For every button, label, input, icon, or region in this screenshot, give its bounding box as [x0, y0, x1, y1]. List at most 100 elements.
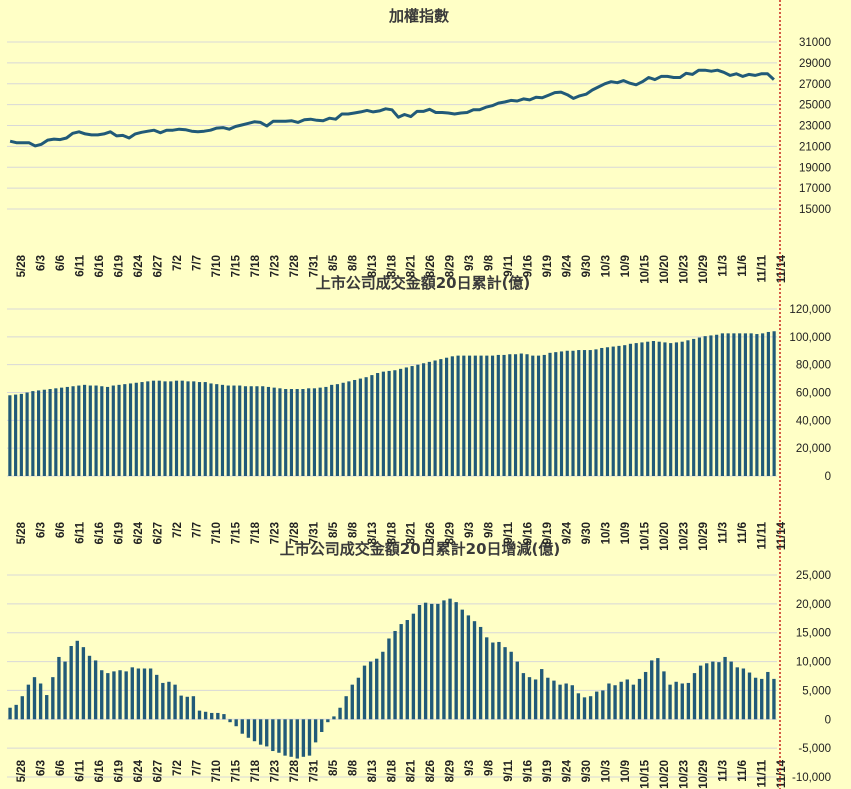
chart3-x-tick-label: 10/15: [640, 759, 652, 788]
chart2-bar: [738, 333, 742, 476]
chart2-bar: [146, 381, 150, 476]
chart2-bar: [732, 333, 736, 476]
chart2-bar: [249, 386, 253, 476]
chart2-bar: [473, 355, 477, 476]
chart2-bar: [77, 385, 81, 476]
chart2-bar: [502, 354, 506, 476]
chart1-x-tick-label: 8/8: [347, 254, 359, 271]
chart3-x-tick-label: 8/21: [406, 759, 418, 782]
chart2-bar: [215, 384, 219, 476]
chart3-bar: [240, 719, 244, 734]
chart3-bar: [619, 681, 623, 720]
chart2-bar: [8, 395, 12, 476]
chart2-bar: [651, 341, 656, 476]
chart2-bar: [525, 354, 529, 476]
chart2-bar: [163, 381, 167, 476]
chart3-bar: [222, 714, 226, 720]
chart1-x-tick-label: 6/6: [55, 255, 67, 271]
chart1-x-tick-label: 11/11: [757, 254, 769, 282]
chart2-x-tick-label: 9/24: [562, 521, 574, 544]
chart2-bar: [370, 375, 374, 476]
chart2-bar: [226, 385, 230, 476]
chart3-x-tick-label: 7/7: [191, 760, 203, 776]
chart3-bar: [26, 684, 31, 720]
chart1-x-tick-label: 9/24: [562, 254, 574, 277]
chart2-x-tick-label: 11/11: [757, 521, 769, 549]
chart2-bar: [634, 343, 638, 476]
chart2-bar: [577, 350, 581, 476]
chart3-y-tick-label: -5,000: [798, 743, 831, 755]
chart2-bar: [548, 352, 552, 476]
chart2-bar: [37, 390, 41, 476]
chart2-bar: [335, 384, 339, 476]
chart3-bar: [625, 679, 629, 720]
chart1-x-tick-label: 10/29: [698, 255, 710, 284]
chart3-bar: [472, 621, 477, 720]
chart3-x-tick-label: 7/15: [230, 759, 242, 782]
chart3-bar: [503, 647, 507, 720]
chart3-bar: [136, 668, 141, 720]
chart1-y-tick-label: 19000: [799, 162, 831, 174]
chart3-bar: [540, 669, 544, 720]
chart2-bar: [54, 388, 58, 476]
chart3-bar: [307, 719, 312, 756]
chart3-bar: [81, 647, 86, 720]
chart2-y-tick-label: 60,000: [796, 388, 831, 400]
chart2-bar: [680, 341, 684, 476]
chart3-bar: [356, 677, 361, 720]
chart2-bar: [399, 368, 403, 476]
chart3-x-tick-label: 10/9: [620, 760, 632, 782]
chart2-bar: [404, 367, 408, 476]
chart1-x-tick-label: 5/28: [16, 254, 28, 277]
chart2-bar: [692, 338, 696, 476]
chart2-bar: [387, 370, 391, 476]
chart2-bar: [134, 382, 138, 476]
chart1-x-tick-label: 7/10: [211, 255, 223, 277]
chart3-bar: [362, 665, 367, 720]
chart3-bar: [497, 641, 501, 720]
chart1-x-tick-label: 10/20: [659, 255, 671, 284]
chart3-bar: [203, 711, 208, 720]
chart1-x-tick-label: 6/16: [94, 255, 106, 277]
chart2-x-tick-label: 9/8: [484, 521, 496, 538]
chart3-bar: [375, 658, 379, 720]
chart3-y-tick-label: 25,000: [796, 570, 831, 582]
chart3-bar: [582, 697, 587, 720]
chart3-bar: [515, 661, 519, 720]
chart2-x-tick-label: 8/21: [406, 521, 418, 544]
chart3-bar: [478, 626, 483, 720]
chart2-bar: [100, 386, 104, 476]
chart3-bar: [546, 677, 550, 720]
chart2-bar: [94, 385, 98, 476]
chart3-bar: [698, 665, 703, 720]
chart1-x-tick-label: 8/18: [386, 254, 398, 277]
chart2-x-tick-label: 7/18: [250, 521, 262, 544]
chart3-bar: [130, 667, 134, 720]
chart3-bar: [717, 662, 721, 720]
chart3-title: 上市公司成交金額20日累計20日增減(億): [280, 540, 560, 558]
chart3-bar: [155, 674, 159, 720]
chart2-bar: [582, 350, 587, 476]
chart2-bar: [439, 359, 443, 476]
chart2-bar: [60, 387, 64, 476]
chart2-bar: [220, 384, 225, 476]
chart1-x-tick-label: 7/28: [289, 254, 301, 277]
chart2-x-tick-label: 11/6: [737, 522, 749, 544]
chart2-x-tick-label: 10/3: [601, 522, 613, 544]
chart3-bar: [393, 630, 397, 720]
chart1-x-tick-label: 7/23: [269, 255, 281, 277]
chart2-x-tick-label: 7/10: [211, 522, 223, 544]
chart3-y-tick-label: 15,000: [796, 628, 831, 640]
chart2-bar: [617, 345, 621, 476]
chart2-x-tick-label: 9/11: [503, 521, 515, 543]
chart2-bar: [140, 382, 144, 476]
chart2-x-tick-label: 10/9: [620, 522, 632, 544]
chart2-x-tick-label: 7/31: [308, 521, 320, 544]
chart2-x-tick-label: 9/3: [464, 522, 476, 538]
chart3-bar: [399, 624, 403, 720]
chart2-x-tick-label: 10/20: [659, 522, 671, 551]
chart3-x-tick-label: 6/16: [94, 760, 106, 782]
chart2-bar: [42, 389, 46, 476]
chart3-bar: [368, 661, 373, 720]
